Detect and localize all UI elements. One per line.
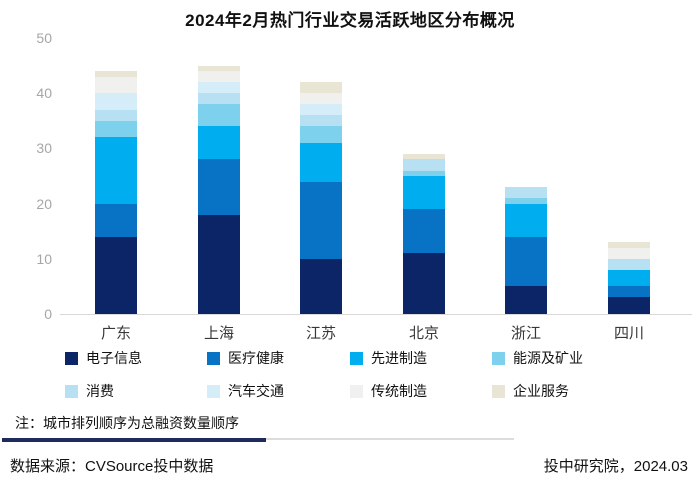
legend-item-传统制造: 传统制造 <box>350 381 492 401</box>
footnote: 注：城市排列顺序为总融资数量顺序 <box>15 415 239 431</box>
bar-segment-消费 <box>300 115 342 127</box>
legend-item-消费: 消费 <box>65 381 207 401</box>
bar-segment-消费 <box>505 187 547 199</box>
y-axis-tick-label: 20 <box>36 195 52 212</box>
bar-江苏 <box>300 82 342 314</box>
bar-segment-电子信息 <box>505 286 547 314</box>
y-axis-tick-label: 10 <box>36 250 52 267</box>
bar-segment-先进制造 <box>403 176 445 210</box>
legend-item-能源及矿业: 能源及矿业 <box>492 348 685 368</box>
legend-label: 汽车交通 <box>228 383 284 399</box>
bar-segment-消费 <box>198 93 240 105</box>
x-axis-label: 江苏 <box>305 325 337 342</box>
legend-swatch-icon <box>207 351 220 365</box>
bar-广东 <box>95 71 137 314</box>
chart-title: 2024年2月热门行业交易活跃地区分布概况 <box>185 11 515 30</box>
bar-segment-医疗健康 <box>505 236 547 287</box>
bar-segment-企业服务 <box>300 82 342 94</box>
bar-segment-传统制造 <box>300 93 342 105</box>
x-axis-label: 四川 <box>613 325 645 342</box>
bar-segment-电子信息 <box>198 214 240 314</box>
y-axis-tick-label: 30 <box>36 140 52 157</box>
bar-segment-企业服务 <box>95 71 137 77</box>
bar-segment-企业服务 <box>198 65 240 72</box>
y-axis-tick-label: 50 <box>36 30 52 46</box>
x-axis-label: 上海 <box>203 325 235 342</box>
bar-segment-传统制造 <box>95 76 137 94</box>
x-axis-label: 北京 <box>408 325 440 342</box>
bar-浙江 <box>505 187 547 314</box>
plot-area <box>0 38 700 314</box>
x-axis-labels: 广东 上海 江苏 北京 浙江 四川 <box>0 322 700 342</box>
legend-item-先进制造: 先进制造 <box>350 348 492 368</box>
legend-swatch-icon <box>492 351 505 365</box>
bar-segment-医疗健康 <box>300 181 342 259</box>
legend: 电子信息 医疗健康 先进制造 能源及矿业消费 汽车交通 传统制造 企业服务 <box>65 348 685 401</box>
bar-四川 <box>608 242 650 314</box>
bar-segment-先进制造 <box>95 137 137 204</box>
bar-segment-能源及矿业 <box>95 120 137 138</box>
legend-item-医疗健康: 医疗健康 <box>207 348 350 368</box>
bar-segment-能源及矿业 <box>300 126 342 143</box>
x-axis-line <box>60 314 692 315</box>
legend-label: 先进制造 <box>371 350 427 366</box>
bar-segment-先进制造 <box>198 126 240 160</box>
legend-label: 传统制造 <box>371 383 427 399</box>
bar-segment-医疗健康 <box>403 209 445 254</box>
legend-swatch-icon <box>492 384 505 398</box>
bar-北京 <box>403 153 445 314</box>
bar-segment-传统制造 <box>608 247 650 259</box>
bar-segment-能源及矿业 <box>198 104 240 127</box>
bar-segment-汽车交通 <box>300 104 342 116</box>
legend-swatch-icon <box>65 351 78 365</box>
bar-segment-汽车交通 <box>198 82 240 94</box>
bar-segment-医疗健康 <box>198 159 240 215</box>
bar-segment-先进制造 <box>608 269 650 287</box>
y-axis-tick-label: 0 <box>44 306 52 322</box>
legend-item-企业服务: 企业服务 <box>492 381 685 401</box>
legend-swatch-icon <box>207 384 220 398</box>
bar-上海 <box>198 65 240 314</box>
bar-segment-医疗健康 <box>95 203 137 237</box>
bar-segment-消费 <box>608 258 650 270</box>
legend-item-汽车交通: 汽车交通 <box>207 381 350 401</box>
legend-swatch-icon <box>350 384 363 398</box>
legend-swatch-icon <box>350 351 363 365</box>
legend-label: 电子信息 <box>86 350 142 366</box>
bar-segment-电子信息 <box>300 258 342 314</box>
bar-segment-汽车交通 <box>95 93 137 110</box>
legend-label: 医疗健康 <box>228 350 284 366</box>
bar-segment-能源及矿业 <box>403 170 445 177</box>
legend-label: 企业服务 <box>513 383 569 399</box>
x-axis-label: 浙江 <box>510 325 542 342</box>
legend-item-电子信息: 电子信息 <box>65 348 207 368</box>
bar-segment-传统制造 <box>198 71 240 83</box>
bar-segment-医疗健康 <box>608 286 650 298</box>
legend-label: 消费 <box>86 383 114 399</box>
bar-segment-能源及矿业 <box>505 198 547 204</box>
y-axis-ticks: 0 10 20 30 40 50 <box>18 30 52 322</box>
credit-text: 投中研究院，2024.03 <box>543 458 688 475</box>
bar-segment-电子信息 <box>95 236 137 314</box>
bar-segment-先进制造 <box>300 142 342 182</box>
bar-segment-企业服务 <box>403 153 445 160</box>
x-axis-label: 广东 <box>100 325 132 342</box>
legend-label: 能源及矿业 <box>513 350 583 366</box>
bar-segment-企业服务 <box>608 242 650 248</box>
divider-dark-segment <box>2 438 266 442</box>
bar-segment-先进制造 <box>505 203 547 237</box>
y-axis-tick-label: 40 <box>36 85 52 102</box>
bar-segment-消费 <box>95 109 137 121</box>
bar-segment-电子信息 <box>608 297 650 314</box>
bar-segment-电子信息 <box>403 253 445 314</box>
data-source-text: 数据来源：CVSource投中数据 <box>10 458 214 475</box>
bar-segment-消费 <box>403 159 445 171</box>
divider-light-segment <box>266 438 514 440</box>
legend-swatch-icon <box>65 384 78 398</box>
